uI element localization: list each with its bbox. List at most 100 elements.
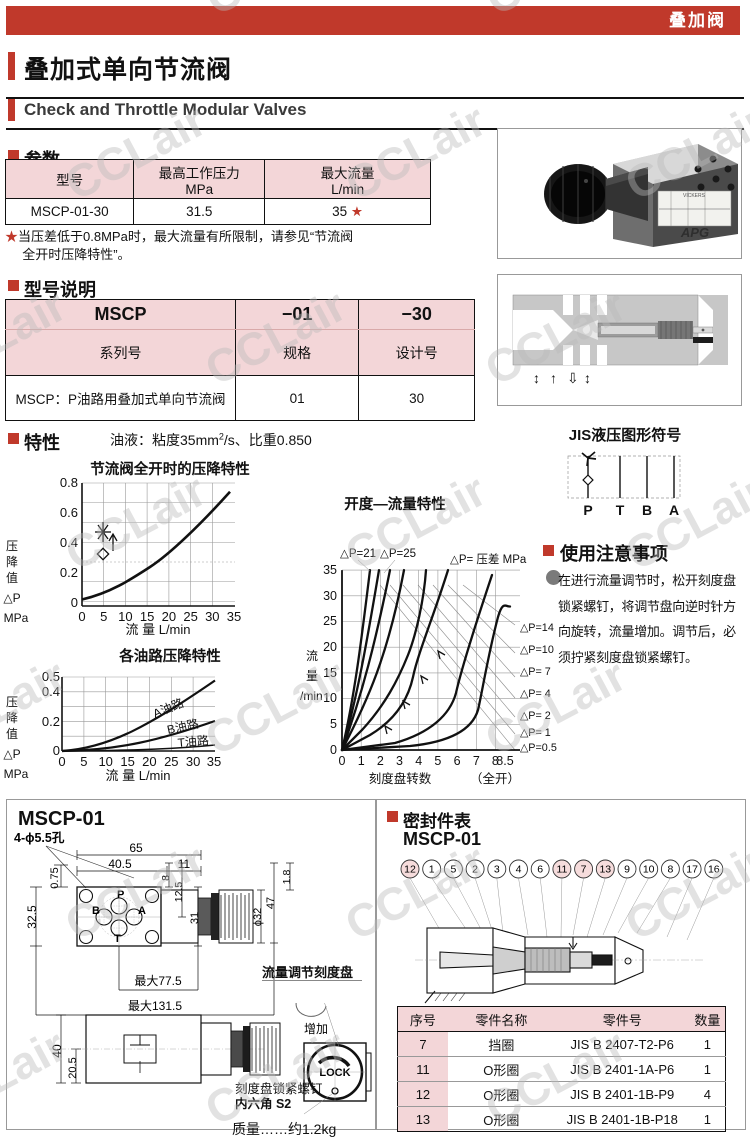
svg-text:值: 值 [6, 726, 18, 741]
svg-text:9: 9 [624, 864, 630, 876]
svg-text:△P= 1: △P= 1 [520, 727, 551, 739]
svg-text:ϕ32: ϕ32 [252, 908, 264, 926]
svg-text:T: T [616, 502, 625, 518]
svg-text:30: 30 [186, 754, 200, 769]
svg-text:T: T [114, 933, 121, 945]
svg-text:0: 0 [78, 609, 85, 624]
svg-text:3: 3 [396, 754, 403, 768]
svg-text:值: 值 [6, 570, 18, 585]
svg-text:0.2: 0.2 [42, 714, 60, 729]
svg-text:刻度盘转数: 刻度盘转数 [369, 771, 432, 786]
svg-text:0.5: 0.5 [42, 669, 60, 684]
svg-text:△P= 7: △P= 7 [520, 666, 551, 678]
svg-text:P: P [117, 889, 124, 901]
svg-text:17: 17 [686, 864, 698, 876]
svg-text:65: 65 [129, 841, 143, 855]
svg-text:10: 10 [323, 691, 337, 705]
svg-text:△P: △P [3, 591, 20, 605]
svg-text:A: A [138, 905, 146, 917]
svg-text:15: 15 [120, 754, 134, 769]
svg-text:流: 流 [306, 649, 318, 663]
svg-text:2: 2 [377, 754, 384, 768]
svg-text:4-ϕ5.5孔: 4-ϕ5.5孔 [14, 831, 65, 845]
svg-text:8: 8 [667, 864, 673, 876]
svg-text:0: 0 [58, 754, 65, 769]
svg-text:2: 2 [472, 864, 478, 876]
svg-text:压: 压 [6, 539, 18, 553]
svg-text:0.4: 0.4 [42, 684, 60, 699]
svg-text:△P=0.5: △P=0.5 [520, 742, 557, 754]
svg-text:0.6: 0.6 [60, 505, 78, 520]
svg-text:△P=14: △P=14 [520, 622, 554, 634]
svg-text:MPa: MPa [4, 611, 29, 625]
svg-text:25: 25 [164, 754, 178, 769]
svg-text:0: 0 [330, 743, 337, 757]
svg-text:0: 0 [71, 595, 78, 610]
svg-text:MPa: MPa [4, 767, 29, 781]
svg-text:11: 11 [178, 857, 191, 871]
svg-text:35: 35 [227, 609, 241, 624]
svg-text:↑: ↑ [550, 370, 557, 386]
svg-text:10: 10 [98, 754, 112, 769]
svg-text:△P=21: △P=21 [340, 548, 376, 560]
svg-text:12.5: 12.5 [173, 882, 185, 903]
svg-text:0: 0 [339, 754, 346, 768]
svg-text:8: 8 [160, 875, 172, 881]
svg-text:1.8: 1.8 [281, 870, 293, 885]
svg-text:13: 13 [599, 864, 611, 876]
svg-text:T油路: T油路 [177, 732, 210, 750]
svg-text:A: A [669, 502, 679, 518]
svg-text:L/min: L/min [300, 689, 323, 703]
svg-text:增加: 增加 [304, 1022, 328, 1036]
svg-text:35: 35 [323, 563, 337, 577]
svg-text:△P=25: △P=25 [380, 548, 416, 560]
svg-text:5: 5 [100, 609, 107, 624]
svg-text:5: 5 [80, 754, 87, 769]
svg-text:5: 5 [434, 754, 441, 768]
svg-text:40.5: 40.5 [108, 857, 132, 871]
svg-text:↕: ↕ [533, 370, 540, 386]
svg-text:0.4: 0.4 [60, 535, 78, 550]
svg-text:10: 10 [643, 864, 655, 876]
svg-text:VICKERS: VICKERS [683, 193, 706, 199]
svg-text:⇩: ⇩ [567, 370, 579, 386]
svg-text:47: 47 [265, 897, 277, 909]
svg-text:8.5: 8.5 [496, 754, 513, 768]
svg-text:APG: APG [680, 225, 709, 240]
svg-text:量: 量 [306, 669, 318, 683]
svg-text:最大77.5: 最大77.5 [134, 974, 182, 988]
svg-text:△P: △P [3, 747, 20, 761]
svg-text:4: 4 [415, 754, 422, 768]
svg-text:7: 7 [473, 754, 480, 768]
svg-text:降: 降 [6, 711, 18, 725]
svg-text:0.75: 0.75 [49, 867, 61, 888]
svg-text:流 量 L/min: 流 量 L/min [125, 622, 190, 635]
svg-text:30: 30 [205, 609, 219, 624]
svg-text:A油路: A油路 [151, 695, 186, 721]
svg-text:40: 40 [50, 1044, 64, 1058]
svg-text:12: 12 [404, 864, 416, 876]
svg-text:△P= 4: △P= 4 [520, 688, 551, 700]
svg-text:流 量 L/min: 流 量 L/min [105, 768, 170, 783]
svg-text:△P= 2: △P= 2 [520, 710, 551, 722]
svg-text:B: B [92, 905, 100, 917]
svg-text:5: 5 [330, 717, 337, 731]
svg-text:3: 3 [494, 864, 500, 876]
svg-text:15: 15 [323, 666, 337, 680]
svg-text:16: 16 [708, 864, 720, 876]
svg-text:32.5: 32.5 [25, 905, 39, 929]
svg-text:△P=10: △P=10 [520, 644, 554, 656]
svg-text:25: 25 [323, 614, 337, 628]
svg-text:35: 35 [207, 754, 221, 769]
svg-text:0.8: 0.8 [60, 475, 78, 490]
svg-text:5: 5 [450, 864, 456, 876]
svg-text:11: 11 [556, 864, 567, 876]
svg-text:6: 6 [537, 864, 543, 876]
svg-text:↕: ↕ [584, 370, 591, 386]
svg-text:20.5: 20.5 [67, 1057, 79, 1078]
svg-text:（全开）: （全开） [470, 771, 520, 786]
svg-text:7: 7 [581, 864, 587, 876]
svg-text:4: 4 [516, 864, 522, 876]
svg-text:20: 20 [142, 754, 156, 769]
svg-text:30: 30 [323, 589, 337, 603]
